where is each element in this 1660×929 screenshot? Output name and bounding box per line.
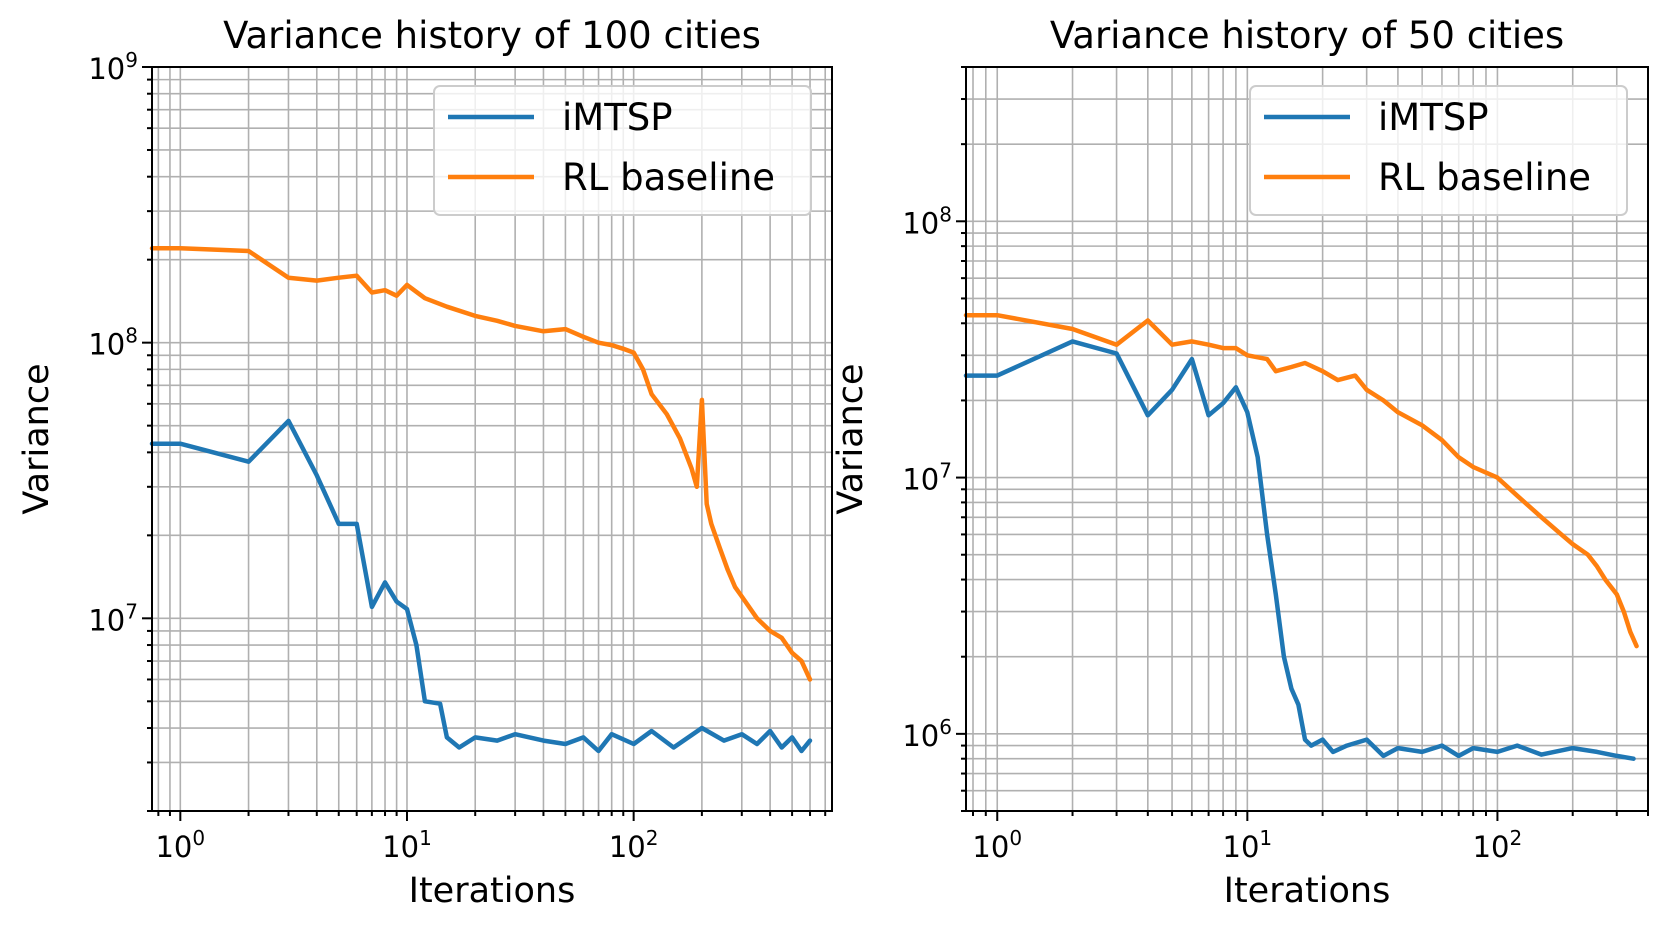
- series-group: [149, 246, 813, 754]
- y-tick-labels: 107 108 109: [88, 48, 138, 637]
- y-axis-label: Variance: [831, 363, 871, 514]
- x-tick-labels: 100 101 102: [155, 826, 658, 864]
- x-tick-label: 102: [609, 826, 659, 864]
- x-tick-labels: 100 101 102: [972, 826, 1522, 864]
- x-axis-label: Iterations: [409, 871, 576, 911]
- legend: iMTSP RL baseline: [433, 85, 812, 216]
- y-tick-label: 109: [88, 48, 138, 86]
- chart-title: Variance history of 100 cities: [223, 14, 761, 57]
- y-tick-label: 107: [902, 459, 952, 497]
- y-tick-label: 108: [902, 202, 952, 240]
- series-line-rl-baseline: [149, 246, 813, 682]
- chart-panel-100-cities: Variance history of 100 cities 100 101 102…: [17, 14, 833, 911]
- series-group: [963, 312, 1639, 761]
- legend-label-imtsp: iMTSP: [1378, 96, 1489, 139]
- x-tick-label: 100: [155, 826, 205, 864]
- y-tick-label: 108: [88, 324, 138, 362]
- chart-panel-50-cities: Variance history of 50 cities 100 101 102 …: [831, 14, 1649, 911]
- x-tick-label: 101: [382, 826, 432, 864]
- legend-label-rl-baseline: RL baseline: [1378, 156, 1591, 199]
- legend: iMTSP RL baseline: [1249, 85, 1628, 216]
- x-tick-label: 102: [1473, 826, 1523, 864]
- series-line-imtsp: [963, 339, 1636, 761]
- legend-label-rl-baseline: RL baseline: [562, 156, 775, 199]
- chart-title: Variance history of 50 cities: [1050, 14, 1564, 57]
- series-line-imtsp: [149, 418, 813, 754]
- plot-frame: [965, 66, 1649, 812]
- x-tick-label: 100: [972, 826, 1022, 864]
- axis-ticks: [956, 66, 1649, 821]
- y-axis-label: Variance: [17, 363, 57, 514]
- x-axis-label: Iterations: [1224, 871, 1391, 911]
- axis-ticks: [142, 66, 827, 821]
- y-tick-labels: 106 107 108: [902, 202, 952, 753]
- legend-label-imtsp: iMTSP: [562, 96, 673, 139]
- x-tick-label: 101: [1223, 826, 1273, 864]
- plot-frame: [151, 66, 833, 812]
- series-line-rl-baseline: [963, 312, 1639, 649]
- y-tick-label: 106: [902, 715, 952, 753]
- y-tick-label: 107: [88, 599, 138, 637]
